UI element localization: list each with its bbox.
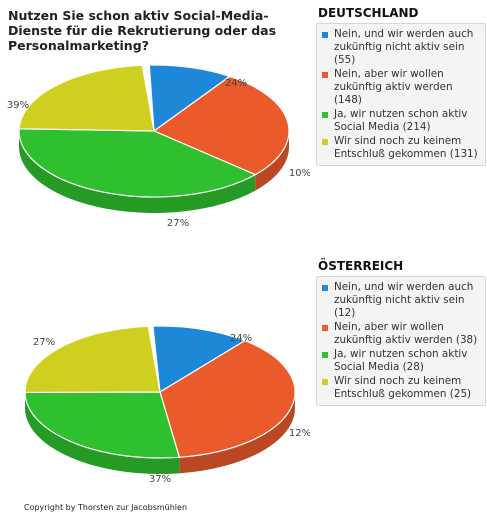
legend-swatch: [322, 71, 328, 78]
legend-item: Wir sind noch zu keinem Entschluß gekomm…: [322, 375, 480, 401]
pie-side-walls: [18, 131, 289, 213]
pie-wall: [179, 392, 295, 474]
section-title-oesterreich: ÖSTERREICH: [318, 259, 404, 273]
pie-percent-label: 10%: [289, 168, 310, 179]
pie-chart-deutschland: 10% 27% 39% 24%: [7, 64, 310, 229]
pie-wall: [18, 131, 256, 213]
pie-slice: [148, 64, 232, 133]
legend-label: Nein, aber wir wollen zukünftig aktiv we…: [334, 68, 453, 106]
legend-label: Wir sind noch zu keinem Entschluß gekomm…: [334, 135, 478, 160]
pie-slice: [18, 64, 155, 132]
legend-item: Nein, aber wir wollen zukünftig aktiv we…: [322, 321, 480, 347]
pie-percent-label: 24%: [225, 78, 247, 89]
chart-title: Nutzen Sie schon aktiv Social-Media-Dien…: [8, 8, 277, 53]
pie-percent-label: 39%: [7, 100, 29, 111]
pie-slice: [18, 128, 257, 198]
pie-percent-label: 24%: [230, 333, 252, 344]
legend-label: Nein, und wir werden auch zukünftig nich…: [334, 281, 474, 319]
legend-swatch: [322, 378, 328, 385]
legend-swatch: [322, 351, 328, 358]
legend-swatch: [322, 324, 328, 331]
pie-wall: [25, 392, 180, 474]
pie-wall: [255, 131, 289, 191]
legend-swatch: [322, 138, 328, 145]
pie-slice: [152, 75, 290, 176]
pie-chart-oesterreich: 12% 37% 27% 24%: [24, 325, 310, 485]
legend-swatch: [322, 111, 328, 118]
pie-slice: [152, 325, 247, 394]
legend-oesterreich: Nein, und wir werden auch zukünftig nich…: [316, 276, 486, 406]
legend-item: Ja, wir nutzen schon aktiv Social Media …: [322, 108, 480, 134]
pie-slice: [159, 339, 296, 458]
pie-percent-label: 12%: [289, 428, 310, 439]
copyright: Copyright by Thorsten zur Jacobsmühlen: [24, 503, 188, 512]
pie-slice: [24, 325, 161, 394]
legend-swatch: [322, 284, 328, 291]
pie-percent-label: 27%: [33, 337, 55, 348]
legend-label: Ja, wir nutzen schon aktiv Social Media …: [334, 108, 468, 133]
legend-label: Nein, und wir werden auch zukünftig nich…: [334, 28, 474, 66]
legend-item: Ja, wir nutzen schon aktiv Social Media …: [322, 348, 480, 374]
legend-swatch: [322, 31, 328, 38]
pie-percent-label: 27%: [167, 218, 189, 229]
legend-label: Nein, aber wir wollen zukünftig aktiv we…: [334, 321, 478, 346]
pie-slices: [18, 64, 290, 198]
pie-slices: [24, 325, 296, 459]
pie-percent-label: 37%: [149, 474, 171, 485]
legend-item: Nein, und wir werden auch zukünftig nich…: [322, 28, 480, 67]
pie-slice: [24, 391, 181, 459]
legend-item: Nein, aber wir wollen zukünftig aktiv we…: [322, 68, 480, 107]
section-title-deutschland: DEUTSCHLAND: [318, 6, 419, 20]
legend-label: Wir sind noch zu keinem Entschluß gekomm…: [334, 375, 472, 400]
legend-item: Nein, und wir werden auch zukünftig nich…: [322, 281, 480, 320]
legend-deutschland: Nein, und wir werden auch zukünftig nich…: [316, 23, 486, 166]
legend-item: Wir sind noch zu keinem Entschluß gekomm…: [322, 135, 480, 161]
legend-label: Ja, wir nutzen schon aktiv Social Media …: [334, 348, 468, 373]
